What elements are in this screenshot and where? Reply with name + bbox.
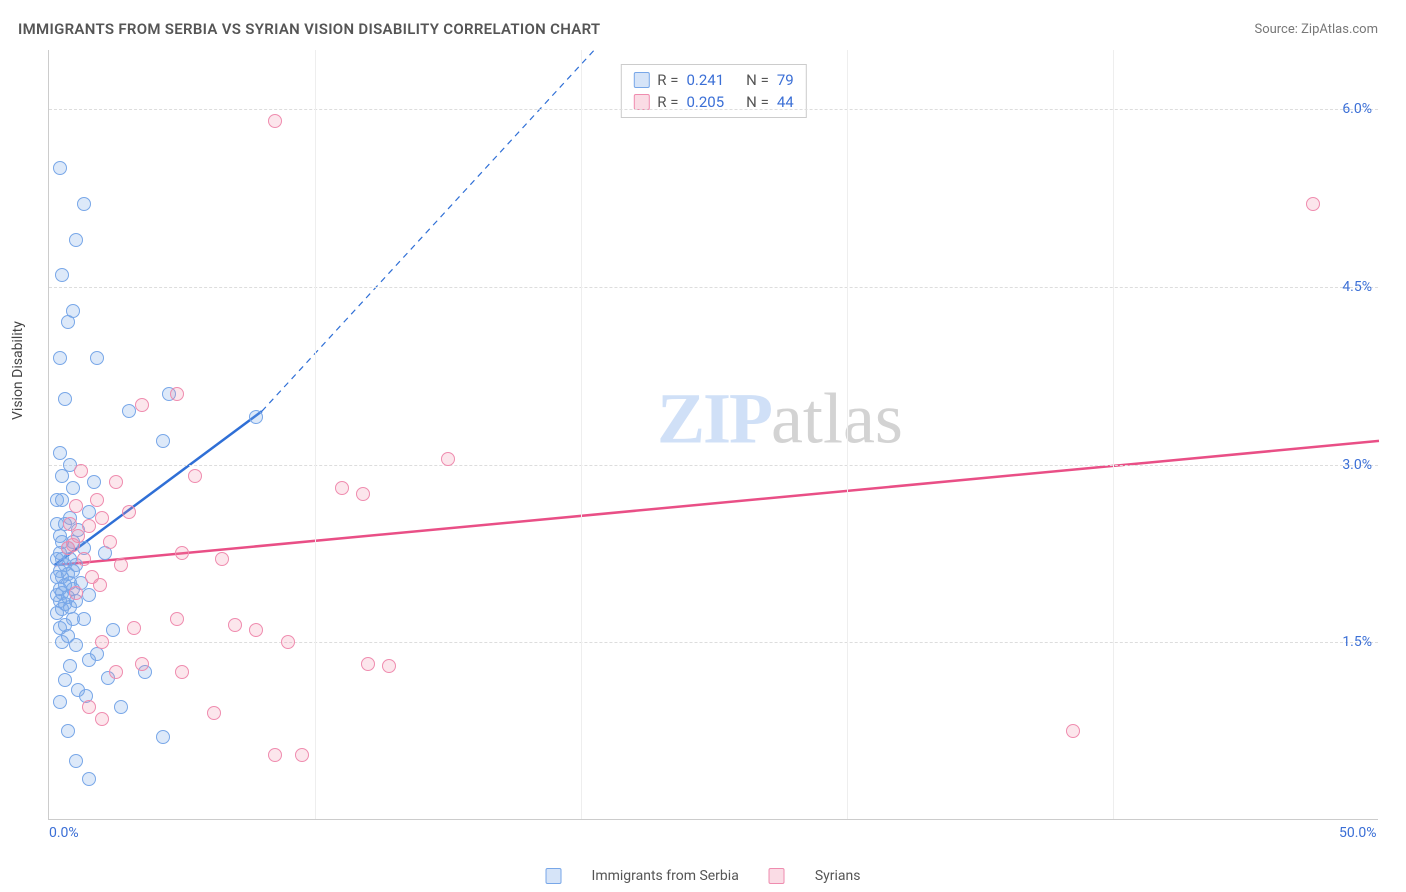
point-syrian [170, 612, 184, 626]
point-syrian [441, 452, 455, 466]
gridline-v [847, 50, 848, 819]
point-serbia [63, 659, 77, 673]
point-serbia [69, 638, 83, 652]
point-syrian [1306, 197, 1320, 211]
point-syrian [95, 511, 109, 525]
point-syrian [109, 475, 123, 489]
point-serbia [55, 268, 69, 282]
point-syrian [69, 586, 83, 600]
point-serbia [53, 351, 67, 365]
point-syrian [74, 464, 88, 478]
gridline-h [49, 287, 1378, 288]
point-syrian [295, 748, 309, 762]
point-syrian [268, 748, 282, 762]
point-syrian [69, 499, 83, 513]
point-syrian [114, 558, 128, 572]
point-syrian [122, 505, 136, 519]
point-syrian [356, 487, 370, 501]
point-serbia [58, 392, 72, 406]
point-serbia [156, 730, 170, 744]
point-syrian [228, 618, 242, 632]
point-syrian [1066, 724, 1080, 738]
point-serbia [249, 410, 263, 424]
point-serbia [50, 493, 64, 507]
point-serbia [87, 475, 101, 489]
point-serbia [66, 481, 80, 495]
point-syrian [90, 493, 104, 507]
y-axis-label: Vision Disability [10, 321, 26, 420]
y-tick-label: 1.5% [1342, 634, 1372, 650]
gridline-h [49, 465, 1378, 466]
point-syrian [175, 665, 189, 679]
point-syrian [127, 621, 141, 635]
point-serbia [69, 233, 83, 247]
y-tick-label: 3.0% [1342, 457, 1372, 473]
point-serbia [69, 754, 83, 768]
point-serbia [156, 434, 170, 448]
point-syrian [207, 706, 221, 720]
point-syrian [103, 535, 117, 549]
point-syrian [95, 635, 109, 649]
source-attribution: Source: ZipAtlas.com [1254, 22, 1378, 37]
point-syrian [135, 657, 149, 671]
point-syrian [188, 469, 202, 483]
point-serbia [53, 161, 67, 175]
chart-title: IMMIGRANTS FROM SERBIA VS SYRIAN VISION … [18, 20, 600, 38]
series-legend: Immigrants from Serbia Syrians [546, 868, 861, 884]
point-syrian [77, 552, 91, 566]
point-serbia [61, 724, 75, 738]
point-syrian [175, 546, 189, 560]
point-syrian [249, 623, 263, 637]
scatter-plot-area: ZIPatlas R = 0.241 N = 79 R = 0.205 N = … [48, 50, 1378, 820]
legend-serbia-label: Immigrants from Serbia [592, 868, 739, 884]
x-tick-label: 0.0% [49, 825, 79, 841]
point-serbia [58, 673, 72, 687]
point-serbia [82, 772, 96, 786]
point-serbia [90, 351, 104, 365]
swatch-serbia-icon [546, 868, 562, 884]
point-syrian [215, 552, 229, 566]
legend-syrians-label: Syrians [815, 868, 861, 884]
point-serbia [114, 700, 128, 714]
y-tick-label: 4.5% [1342, 279, 1372, 295]
point-syrian [268, 114, 282, 128]
point-syrian [281, 635, 295, 649]
point-syrian [335, 481, 349, 495]
gridline-v [581, 50, 582, 819]
gridline-h [49, 642, 1378, 643]
point-serbia [53, 695, 67, 709]
point-syrian [109, 665, 123, 679]
point-serbia [61, 315, 75, 329]
trend-lines-svg [49, 50, 1378, 819]
legend-row-serbia: R = 0.241 N = 79 [633, 71, 793, 89]
point-syrian [95, 712, 109, 726]
gridline-v [1113, 50, 1114, 819]
point-syrian [361, 657, 375, 671]
point-syrian [61, 541, 75, 555]
point-syrian [135, 398, 149, 412]
point-serbia [82, 505, 96, 519]
point-syrian [82, 700, 96, 714]
swatch-serbia-icon [633, 72, 649, 88]
point-serbia [77, 197, 91, 211]
point-serbia [55, 469, 69, 483]
n-label: N = [746, 71, 769, 89]
r-label: R = [657, 71, 678, 89]
swatch-syrians-icon [633, 94, 649, 110]
serbia-n-value: 79 [777, 71, 794, 89]
point-serbia [82, 653, 96, 667]
point-syrian [93, 578, 107, 592]
y-tick-label: 6.0% [1342, 101, 1372, 117]
gridline-v [315, 50, 316, 819]
point-syrian [382, 659, 396, 673]
point-serbia [53, 446, 67, 460]
point-serbia [55, 635, 69, 649]
serbia-r-value: 0.241 [686, 71, 724, 89]
point-syrian [170, 387, 184, 401]
x-tick-label: 50.0% [1339, 825, 1377, 841]
point-serbia [122, 404, 136, 418]
swatch-syrians-icon [769, 868, 785, 884]
point-serbia [106, 623, 120, 637]
gridline-h [49, 109, 1378, 110]
